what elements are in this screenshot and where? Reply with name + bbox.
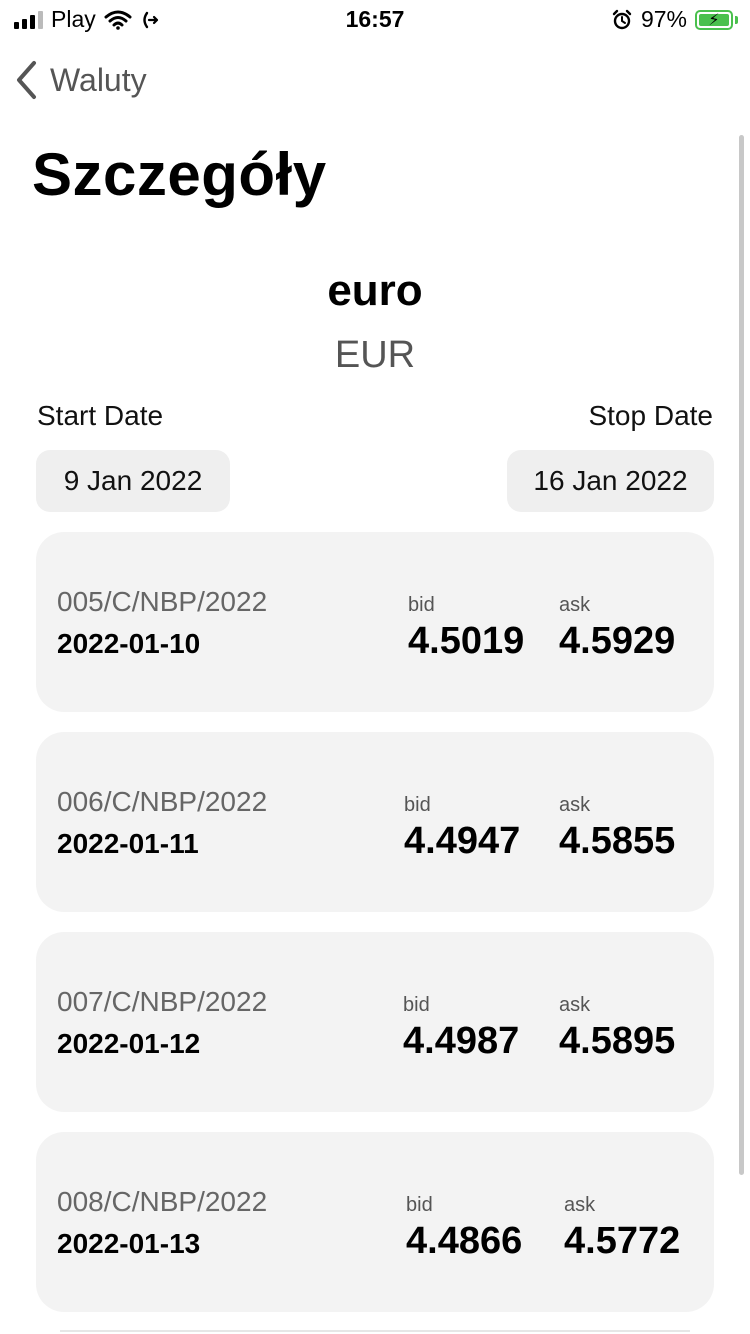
back-button[interactable]: Waluty: [14, 60, 147, 100]
table-number: 007/C/NBP/2022: [57, 986, 268, 1017]
table-number: 008/C/NBP/2022: [57, 1186, 268, 1217]
page-title: Szczegóły: [32, 141, 327, 208]
rate-date: 2022-01-12: [57, 1028, 201, 1059]
currency-name: euro: [327, 266, 423, 315]
status-time: 16:57: [345, 6, 405, 32]
ask-value: 4.5895: [559, 1020, 676, 1062]
rate-date: 2022-01-13: [57, 1228, 201, 1259]
battery-icon: ⚡: [695, 9, 733, 30]
start-date-label: Start Date: [37, 400, 164, 431]
bid-label: bid: [406, 1194, 433, 1216]
back-button-label: Waluty: [50, 61, 147, 98]
battery-percent: 97%: [640, 6, 687, 32]
rate-card[interactable]: 007/C/NBP/2022 2022-01-12 bid 4.4987 ask…: [36, 932, 714, 1112]
start-date-picker[interactable]: 9 Jan 2022: [36, 450, 230, 512]
ask-value: 4.5772: [564, 1220, 681, 1262]
carrier-label: Play: [51, 6, 96, 32]
bid-value: 4.4866: [406, 1220, 523, 1262]
rate-card[interactable]: 005/C/NBP/2022 2022-01-10 bid 4.5019 ask…: [36, 532, 714, 712]
rate-card[interactable]: 008/C/NBP/2022 2022-01-13 bid 4.4866 ask…: [36, 1132, 714, 1312]
ask-value: 4.5929: [559, 620, 676, 662]
ask-value: 4.5855: [559, 820, 676, 862]
ask-label: ask: [559, 794, 591, 816]
rate-date: 2022-01-10: [57, 628, 201, 659]
ask-label: ask: [559, 994, 591, 1016]
ask-label: ask: [564, 1194, 596, 1216]
bid-value: 4.4987: [403, 1020, 520, 1062]
bid-label: bid: [403, 994, 430, 1016]
stop-date-picker[interactable]: 16 Jan 2022: [507, 450, 714, 512]
bid-value: 4.5019: [408, 620, 525, 662]
bid-label: bid: [408, 594, 435, 616]
ask-label: ask: [559, 594, 591, 616]
status-left: Play: [14, 6, 160, 33]
call-forwarding-icon: [143, 11, 158, 28]
bid-label: bid: [404, 794, 431, 816]
cellular-signal-icon: [14, 10, 43, 29]
wifi-icon: [104, 10, 132, 30]
next-card-edge: [60, 1330, 690, 1332]
scrollbar[interactable]: [739, 135, 744, 1175]
chevron-left-icon: [17, 61, 36, 99]
table-number: 005/C/NBP/2022: [57, 586, 268, 617]
currency-code: EUR: [334, 334, 416, 376]
rate-card[interactable]: 006/C/NBP/2022 2022-01-11 bid 4.4947 ask…: [36, 732, 714, 912]
alarm-icon: [612, 9, 632, 29]
table-number: 006/C/NBP/2022: [57, 786, 268, 817]
status-right: 97% ⚡: [611, 6, 738, 33]
bid-value: 4.4947: [404, 820, 521, 862]
rate-date: 2022-01-11: [57, 828, 199, 859]
status-bar: Play 16:57 97% ⚡: [0, 0, 750, 40]
stop-date-label: Stop Date: [588, 400, 713, 431]
